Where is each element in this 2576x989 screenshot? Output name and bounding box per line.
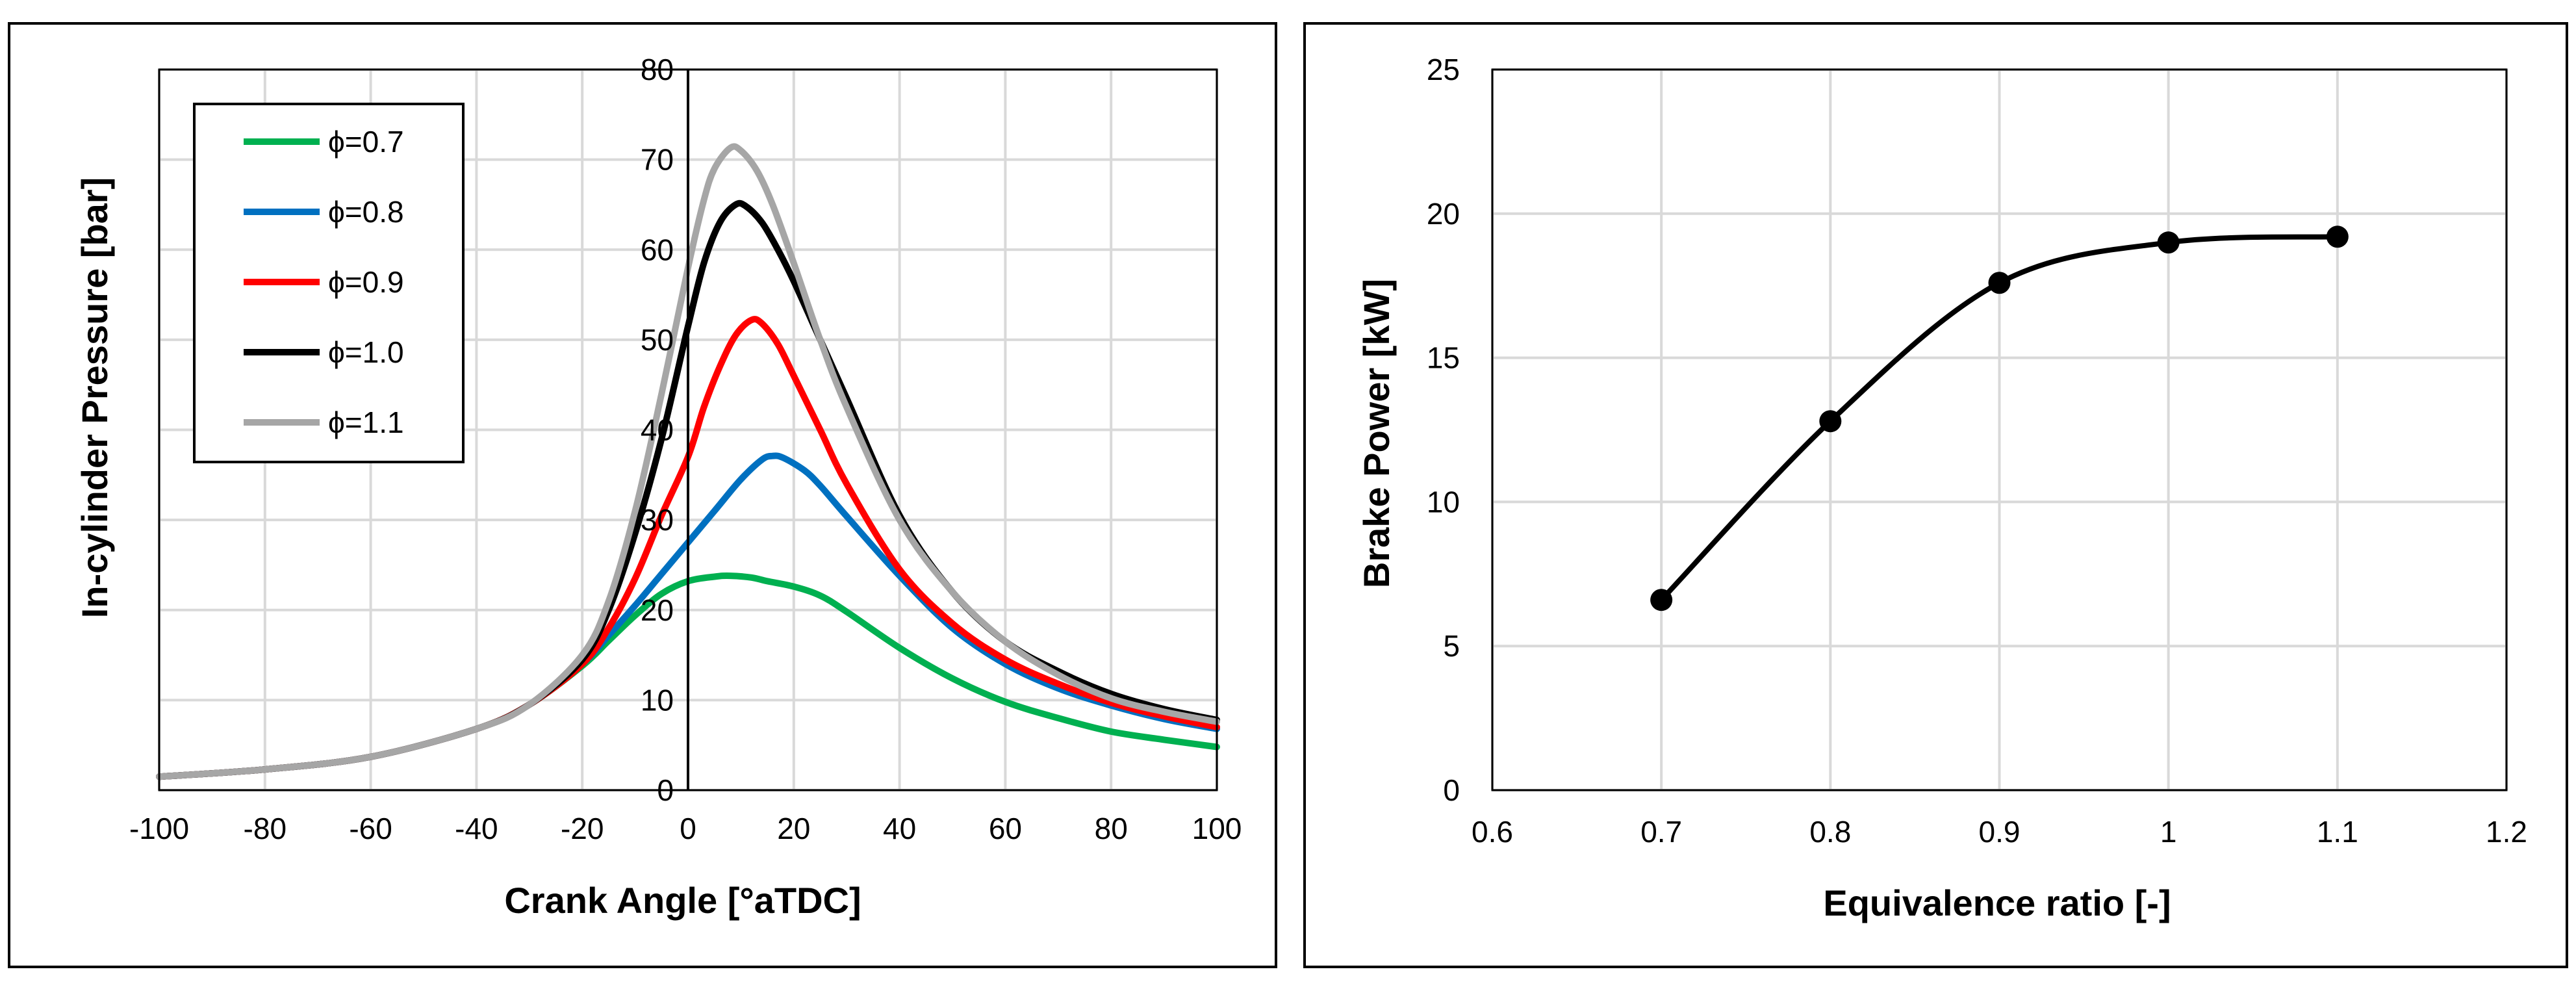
y-tick-label: 5	[1443, 629, 1460, 663]
pressure-x-axis-title: Crank Angle [°aTDC]	[504, 880, 861, 921]
y-tick-label: 10	[1427, 485, 1460, 519]
x-tick-label: 100	[1192, 812, 1242, 845]
pressure-series-group	[156, 143, 1220, 780]
legend-box	[193, 103, 465, 463]
power-x-axis-title: Equivalence ratio [-]	[1823, 882, 2171, 923]
y-tick-label: 70	[641, 143, 674, 177]
y-tick-label: 30	[641, 503, 674, 537]
data-point-marker	[1650, 589, 1673, 611]
pressure-legend: ϕ=0.7 ϕ=0.8 ϕ=0.9 ϕ=1.0 ϕ=1.1	[193, 103, 465, 463]
x-tick-label: 60	[989, 812, 1022, 845]
x-tick-label: 1.2	[2486, 815, 2527, 849]
power-tick-labels: 0.6 0.7 0.8 0.9 1 1.1 1.2 0 5 10 15 20 25	[1427, 53, 2527, 849]
y-tick-label: 20	[1427, 197, 1460, 231]
data-point-marker	[2157, 231, 2180, 254]
power-chart-frame	[1303, 22, 2568, 968]
y-tick-label: 50	[641, 323, 674, 357]
power-series-group	[1650, 225, 2349, 611]
x-tick-label: 0.8	[1809, 815, 1851, 849]
legend-label: ϕ=0.9	[328, 265, 404, 299]
x-tick-label: -60	[349, 812, 392, 845]
y-tick-label: 0	[657, 773, 674, 807]
power-axes	[1491, 68, 2508, 791]
x-tick-label: -100	[129, 812, 189, 845]
x-tick-label: -80	[244, 812, 287, 845]
x-tick-label: 20	[777, 812, 810, 845]
x-tick-label: 0.7	[1640, 815, 1682, 849]
data-point-marker	[1819, 410, 1842, 433]
y-tick-label: 25	[1427, 53, 1460, 86]
power-series-line	[1659, 234, 2338, 602]
y-tick-label: 10	[641, 683, 674, 717]
x-tick-label: 1.1	[2317, 815, 2358, 849]
y-tick-label: 40	[641, 413, 674, 447]
y-tick-label: 20	[641, 593, 674, 627]
pressure-tick-labels: -100 -80 -60 -40 -20 0 20 40 60 80 100 0 10 20 30 40 50 6…	[129, 53, 1242, 845]
pressure-y-axis-title: In-cylinder Pressure [bar]	[74, 177, 115, 618]
legend-label: ϕ=0.8	[328, 195, 404, 229]
power-y-axis-title: Brake Power [kW]	[1356, 279, 1397, 588]
legend-label: ϕ=1.0	[328, 335, 404, 369]
power-chart-panel: 0.6 0.7 0.8 0.9 1 1.1 1.2 0 5 10 15 20 25 Equivalenc…	[1303, 22, 2568, 968]
data-point-marker	[2326, 225, 2349, 248]
legend-label: ϕ=1.1	[328, 405, 404, 439]
y-tick-label: 60	[641, 233, 674, 266]
y-tick-label: 0	[1443, 773, 1460, 807]
y-tick-label: 80	[641, 53, 674, 86]
pressure-axes	[158, 68, 1218, 791]
x-tick-label: 0	[680, 812, 696, 845]
x-tick-label: 1	[2160, 815, 2177, 849]
x-tick-label: 0.6	[1472, 815, 1513, 849]
pressure-chart-panel: -100 -80 -60 -40 -20 0 20 40 60 80 100 0 10 20 30 40 50 6…	[8, 22, 1277, 968]
series-line-4	[156, 143, 1220, 780]
x-tick-label: -20	[561, 812, 604, 845]
x-tick-label: -40	[455, 812, 498, 845]
x-tick-label: 40	[883, 812, 916, 845]
x-tick-label: 0.9	[1979, 815, 2021, 849]
y-tick-label: 15	[1427, 341, 1460, 375]
data-point-marker	[1988, 272, 2011, 294]
legend-label: ϕ=0.7	[328, 125, 404, 159]
x-tick-label: 80	[1095, 812, 1128, 845]
plot-area-border	[1491, 68, 2508, 791]
